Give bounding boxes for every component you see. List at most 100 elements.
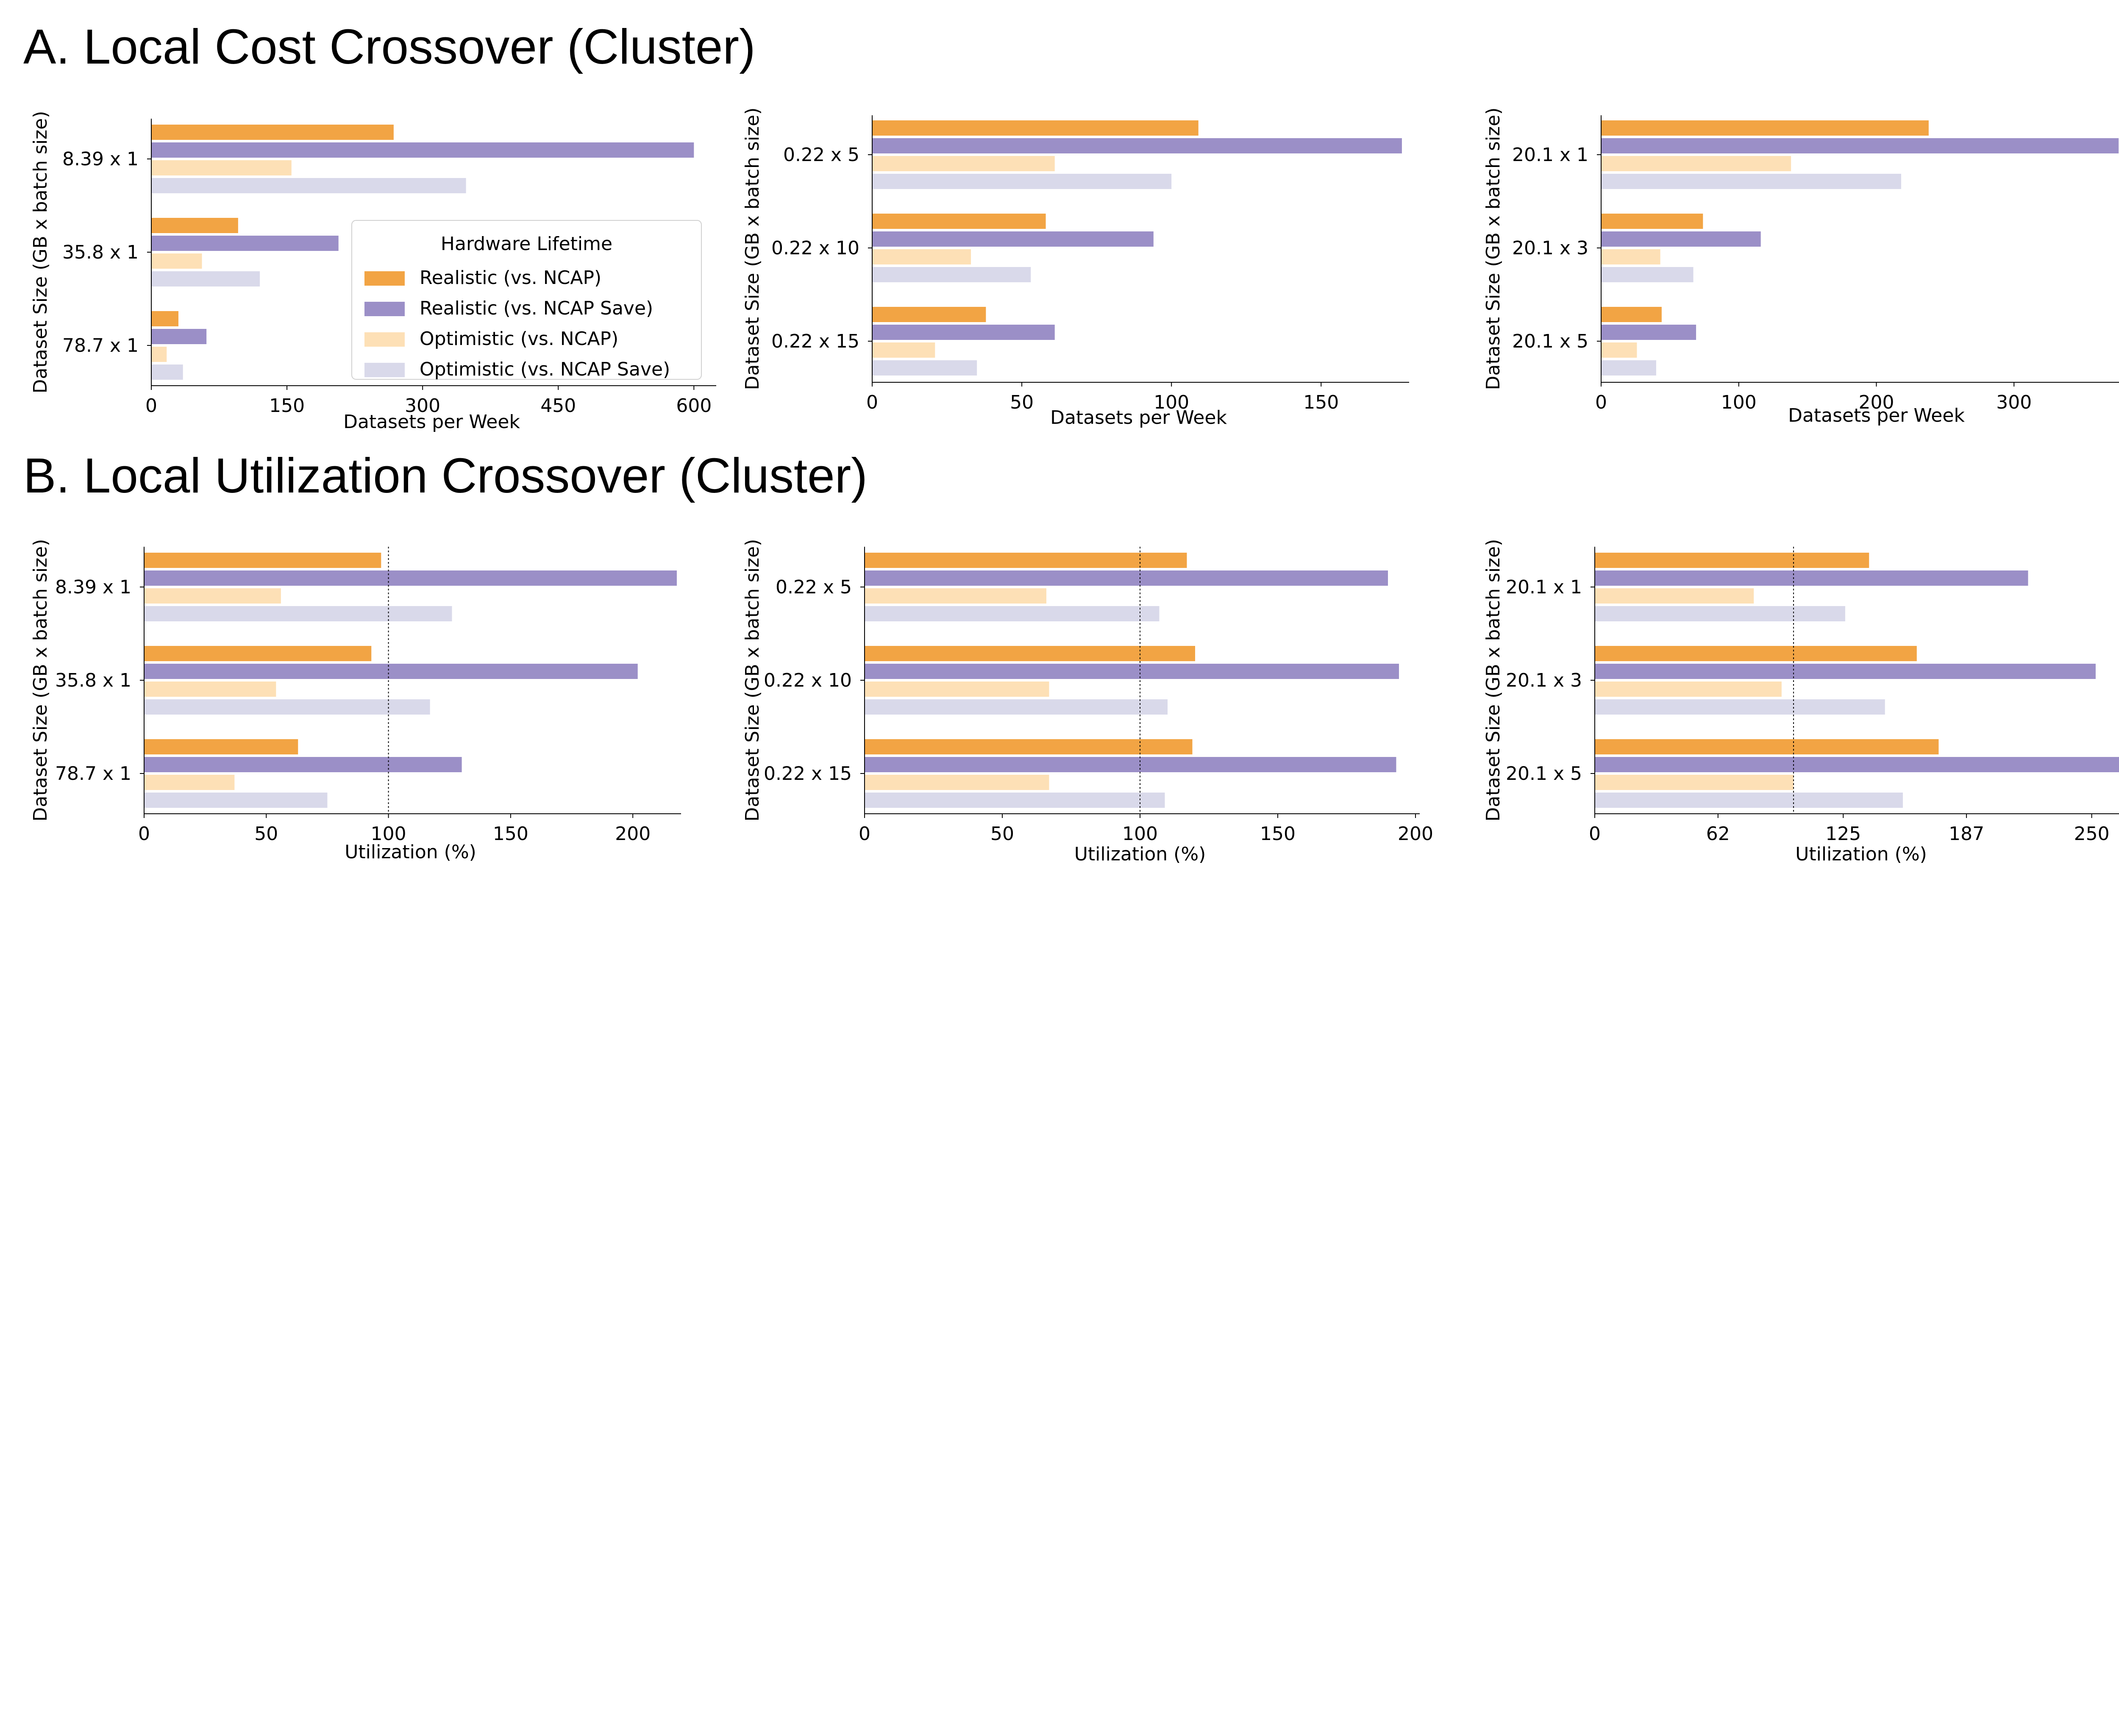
bar-c2-s4-3 — [872, 360, 977, 376]
x-tick-label-c4-5: 200 — [615, 823, 651, 845]
bar-c3-s2-3 — [1601, 325, 1696, 340]
x-tick-label-c6-2: 62 — [1706, 823, 1730, 845]
bar-c4-s4-3 — [144, 793, 328, 808]
bar-c1-s2-1 — [151, 142, 694, 158]
bar-c6-s1-1 — [1595, 553, 1869, 568]
legend-label-3: Optimistic (vs. NCAP) — [420, 328, 618, 350]
y-tick-label-c4-3: 78.7 x 1 — [55, 763, 131, 785]
x-tick-label-c5-3: 100 — [1122, 823, 1158, 845]
y-axis-label-c6: Dataset Size (GB x batch size) — [1482, 539, 1504, 822]
legend-swatch-2 — [364, 302, 405, 316]
bar-c2-s1-3 — [872, 307, 986, 322]
bar-c3-s1-2 — [1601, 214, 1703, 229]
bar-c6-s2-3 — [1595, 757, 2119, 772]
x-tick-label-c3-1: 0 — [1595, 392, 1607, 413]
x-tick-label-c6-3: 125 — [1825, 823, 1861, 845]
bar-c2-s2-3 — [872, 325, 1055, 340]
y-axis-label-c4: Dataset Size (GB x batch size) — [30, 539, 51, 822]
bar-c6-s2-1 — [1595, 570, 2028, 586]
x-tick-label-c2-1: 0 — [866, 392, 878, 413]
bar-c2-s2-1 — [872, 138, 1402, 153]
y-tick-label-c3-1: 20.1 x 1 — [1512, 144, 1588, 166]
x-tick-label-c1-1: 0 — [145, 395, 157, 417]
bar-c3-s1-3 — [1601, 307, 1662, 322]
bar-c3-s3-1 — [1601, 156, 1791, 171]
x-tick-label-c2-2: 50 — [1010, 392, 1034, 413]
bar-c1-s2-3 — [151, 329, 207, 344]
bar-c5-s3-2 — [865, 682, 1049, 697]
bar-c3-s4-2 — [1601, 267, 1694, 282]
bar-c3-s2-1 — [1601, 138, 2119, 153]
x-tick-label-c1-2: 150 — [269, 395, 305, 417]
bar-c2-s1-1 — [872, 120, 1199, 136]
bar-c5-s2-3 — [865, 757, 1396, 772]
x-tick-label-c1-3: 300 — [405, 395, 440, 417]
bar-c6-s4-2 — [1595, 699, 1885, 715]
bar-c4-s2-2 — [144, 664, 638, 679]
bar-c6-s1-3 — [1595, 739, 1939, 754]
legend-swatch-3 — [364, 332, 405, 347]
legend-label-2: Realistic (vs. NCAP Save) — [420, 298, 653, 319]
x-axis-label-c1: Datasets per Week — [343, 411, 520, 433]
bar-c1-s1-1 — [151, 125, 394, 140]
y-tick-label-c4-1: 8.39 x 1 — [55, 576, 131, 598]
x-axis-label-c3: Datasets per Week — [1788, 405, 1965, 426]
bar-c4-s3-1 — [144, 588, 281, 604]
bar-c1-s3-1 — [151, 160, 292, 175]
bar-c5-s1-3 — [865, 739, 1193, 754]
bar-c6-s3-1 — [1595, 588, 1754, 604]
bar-c1-s4-3 — [151, 364, 183, 380]
bar-c2-s4-2 — [872, 267, 1031, 282]
bar-c1-s3-3 — [151, 347, 167, 362]
x-axis-label-c5: Utilization (%) — [1074, 843, 1206, 865]
x-tick-label-c1-5: 600 — [676, 395, 712, 417]
bar-c5-s2-1 — [865, 570, 1388, 586]
y-tick-label-c2-2: 0.22 x 10 — [771, 237, 859, 259]
y-tick-label-c1-2: 35.8 x 1 — [62, 242, 139, 263]
bar-c5-s4-3 — [865, 793, 1165, 808]
bar-c4-s4-1 — [144, 606, 452, 621]
bar-c1-s4-1 — [151, 178, 466, 193]
x-tick-label-c5-4: 150 — [1260, 823, 1296, 845]
x-tick-label-c5-1: 0 — [859, 823, 870, 845]
bar-c3-s3-3 — [1601, 342, 1637, 358]
bar-c3-s1-1 — [1601, 120, 1929, 136]
y-tick-label-c6-3: 20.1 x 5 — [1506, 763, 1582, 785]
bar-c5-s3-3 — [865, 775, 1049, 790]
section-title-a: A. Local Cost Crossover (Cluster) — [23, 19, 756, 74]
bar-c2-s3-3 — [872, 342, 935, 358]
bar-c4-s2-1 — [144, 570, 677, 586]
bar-c6-s3-2 — [1595, 682, 1782, 697]
bar-c3-s3-2 — [1601, 249, 1660, 264]
legend-title: Hardware Lifetime — [441, 233, 612, 255]
bar-c6-s3-3 — [1595, 775, 1794, 790]
bar-c5-s4-2 — [865, 699, 1168, 715]
y-axis-label-c3: Dataset Size (GB x batch size) — [1482, 108, 1504, 390]
y-axis-label-c1: Dataset Size (GB x batch size) — [30, 111, 51, 394]
bar-c2-s4-1 — [872, 174, 1172, 189]
x-tick-label-c4-2: 50 — [254, 823, 278, 845]
y-tick-label-c5-2: 0.22 x 10 — [764, 670, 852, 691]
bar-c5-s1-1 — [865, 553, 1187, 568]
bar-c4-s3-3 — [144, 775, 235, 790]
legend-label-4: Optimistic (vs. NCAP Save) — [420, 359, 670, 380]
y-tick-label-c5-3: 0.22 x 15 — [764, 763, 852, 785]
bar-c1-s1-3 — [151, 311, 179, 326]
x-tick-label-c4-3: 100 — [371, 823, 406, 845]
bar-c1-s3-2 — [151, 253, 202, 269]
bar-c2-s1-2 — [872, 214, 1046, 229]
x-axis-label-c2: Datasets per Week — [1050, 407, 1227, 428]
legend-label-1: Realistic (vs. NCAP) — [420, 267, 601, 289]
x-tick-label-c6-5: 250 — [2074, 823, 2110, 845]
x-tick-label-c3-3: 200 — [1859, 392, 1894, 413]
y-axis-label-c2: Dataset Size (GB x batch size) — [742, 108, 763, 390]
x-tick-label-c4-1: 0 — [138, 823, 150, 845]
section-title-b: B. Local Utilization Crossover (Cluster) — [23, 448, 868, 503]
x-tick-label-c3-4: 300 — [1996, 392, 2032, 413]
y-tick-label-c1-1: 8.39 x 1 — [62, 148, 139, 170]
x-tick-label-c5-5: 200 — [1398, 823, 1433, 845]
bar-c5-s4-1 — [865, 606, 1160, 621]
y-tick-label-c2-3: 0.22 x 15 — [771, 331, 859, 352]
x-tick-label-c6-1: 0 — [1589, 823, 1601, 845]
